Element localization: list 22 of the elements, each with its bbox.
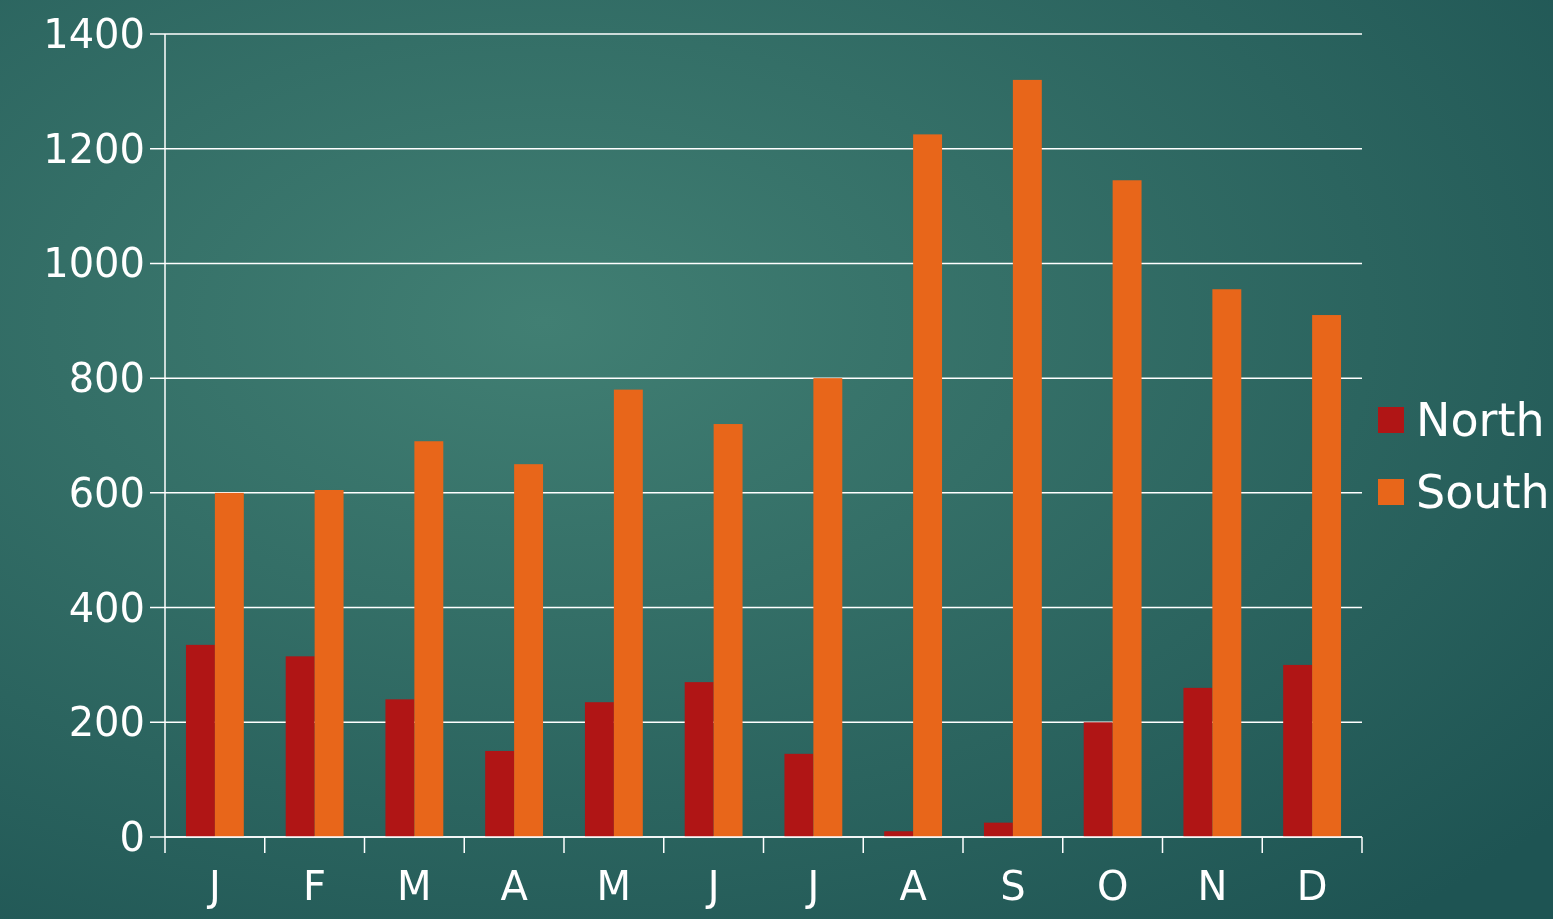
legend-label: South (1416, 465, 1550, 519)
legend-label: North (1416, 393, 1545, 447)
x-tick-label: J (804, 863, 820, 909)
y-tick-label: 200 (68, 699, 145, 746)
x-tick-label: J (205, 863, 221, 909)
x-tick-label: J (704, 863, 720, 909)
y-tick-label: 1000 (43, 240, 145, 287)
x-tick-label: A (500, 863, 529, 909)
y-tick-label: 1200 (43, 125, 145, 172)
y-tick-label: 1400 (43, 11, 145, 57)
x-tick-label: A (899, 863, 928, 909)
y-tick-label: 800 (68, 355, 145, 402)
x-tick-label: M (397, 863, 432, 909)
x-tick-label: M (596, 863, 632, 909)
y-tick-label: 400 (68, 584, 145, 631)
y-tick-label: 600 (68, 469, 145, 516)
x-tick-label: O (1096, 863, 1129, 909)
x-tick-label: N (1197, 863, 1228, 909)
x-tick-label: D (1296, 863, 1328, 909)
x-tick-label: F (303, 863, 327, 909)
x-tick-label: S (1000, 863, 1026, 909)
y-tick-label: 0 (119, 814, 145, 860)
